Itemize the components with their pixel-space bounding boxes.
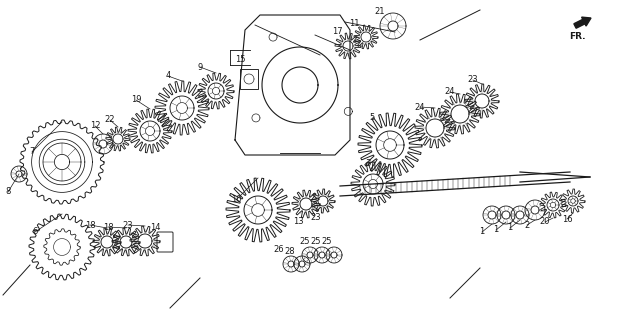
- Text: 13: 13: [293, 217, 304, 226]
- Text: 1: 1: [508, 223, 513, 233]
- Text: 2: 2: [525, 220, 530, 229]
- Text: 23: 23: [310, 212, 321, 221]
- Text: 25: 25: [322, 237, 332, 246]
- Text: 25: 25: [300, 237, 310, 246]
- Text: 6: 6: [33, 228, 38, 236]
- Text: 26: 26: [274, 245, 284, 254]
- Text: 7: 7: [29, 148, 34, 156]
- Text: 16: 16: [562, 214, 572, 223]
- Text: 3: 3: [366, 158, 371, 167]
- Text: 23: 23: [123, 220, 133, 229]
- Text: 21: 21: [375, 7, 385, 17]
- Text: 9: 9: [197, 62, 203, 71]
- Text: 25: 25: [310, 237, 321, 246]
- Text: FR.: FR.: [569, 32, 585, 41]
- Text: 28: 28: [285, 247, 295, 257]
- Text: 8: 8: [5, 188, 11, 196]
- Text: 1: 1: [493, 226, 499, 235]
- Text: 10: 10: [231, 196, 241, 204]
- Text: 23: 23: [468, 76, 478, 84]
- Text: 17: 17: [332, 28, 342, 36]
- Text: 4: 4: [165, 71, 171, 81]
- Text: 20: 20: [540, 218, 550, 227]
- Text: 24: 24: [444, 87, 455, 97]
- Text: 24: 24: [415, 102, 425, 111]
- Text: 15: 15: [235, 55, 245, 65]
- Text: 18: 18: [103, 222, 113, 231]
- Text: 5: 5: [369, 113, 374, 122]
- Text: 22: 22: [105, 116, 115, 124]
- Text: 14: 14: [150, 222, 160, 231]
- Text: 19: 19: [131, 95, 141, 105]
- Text: 12: 12: [90, 122, 100, 131]
- Text: 18: 18: [85, 220, 95, 229]
- FancyArrow shape: [574, 17, 591, 28]
- Text: 1: 1: [480, 228, 485, 236]
- Text: 11: 11: [349, 20, 359, 28]
- Bar: [240, 69, 258, 89]
